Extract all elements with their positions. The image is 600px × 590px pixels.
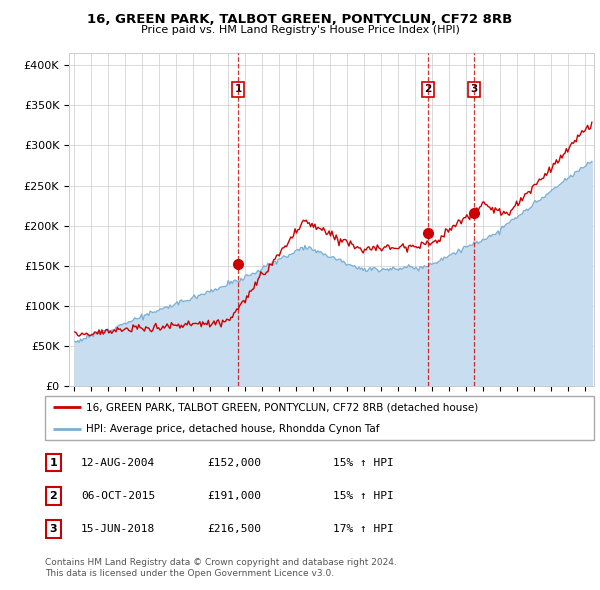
Text: 2: 2 xyxy=(50,491,57,500)
FancyBboxPatch shape xyxy=(46,520,61,537)
Text: £191,000: £191,000 xyxy=(207,491,261,500)
Text: 15-JUN-2018: 15-JUN-2018 xyxy=(81,524,155,533)
Text: 15% ↑ HPI: 15% ↑ HPI xyxy=(333,491,394,500)
Text: 1: 1 xyxy=(50,458,57,467)
Text: 16, GREEN PARK, TALBOT GREEN, PONTYCLUN, CF72 8RB (detached house): 16, GREEN PARK, TALBOT GREEN, PONTYCLUN,… xyxy=(86,402,478,412)
Text: 15% ↑ HPI: 15% ↑ HPI xyxy=(333,458,394,467)
Text: 3: 3 xyxy=(470,84,478,94)
FancyBboxPatch shape xyxy=(45,396,594,440)
Text: 12-AUG-2004: 12-AUG-2004 xyxy=(81,458,155,467)
Text: Contains HM Land Registry data © Crown copyright and database right 2024.: Contains HM Land Registry data © Crown c… xyxy=(45,558,397,567)
Text: 06-OCT-2015: 06-OCT-2015 xyxy=(81,491,155,500)
Text: £152,000: £152,000 xyxy=(207,458,261,467)
Text: Price paid vs. HM Land Registry's House Price Index (HPI): Price paid vs. HM Land Registry's House … xyxy=(140,25,460,35)
Text: £216,500: £216,500 xyxy=(207,524,261,533)
FancyBboxPatch shape xyxy=(46,454,61,471)
FancyBboxPatch shape xyxy=(46,487,61,504)
Text: 2: 2 xyxy=(424,84,431,94)
Text: 16, GREEN PARK, TALBOT GREEN, PONTYCLUN, CF72 8RB: 16, GREEN PARK, TALBOT GREEN, PONTYCLUN,… xyxy=(88,13,512,26)
Text: This data is licensed under the Open Government Licence v3.0.: This data is licensed under the Open Gov… xyxy=(45,569,334,578)
Text: HPI: Average price, detached house, Rhondda Cynon Taf: HPI: Average price, detached house, Rhon… xyxy=(86,424,380,434)
Text: 17% ↑ HPI: 17% ↑ HPI xyxy=(333,524,394,533)
Text: 3: 3 xyxy=(50,524,57,533)
Text: 1: 1 xyxy=(235,84,242,94)
